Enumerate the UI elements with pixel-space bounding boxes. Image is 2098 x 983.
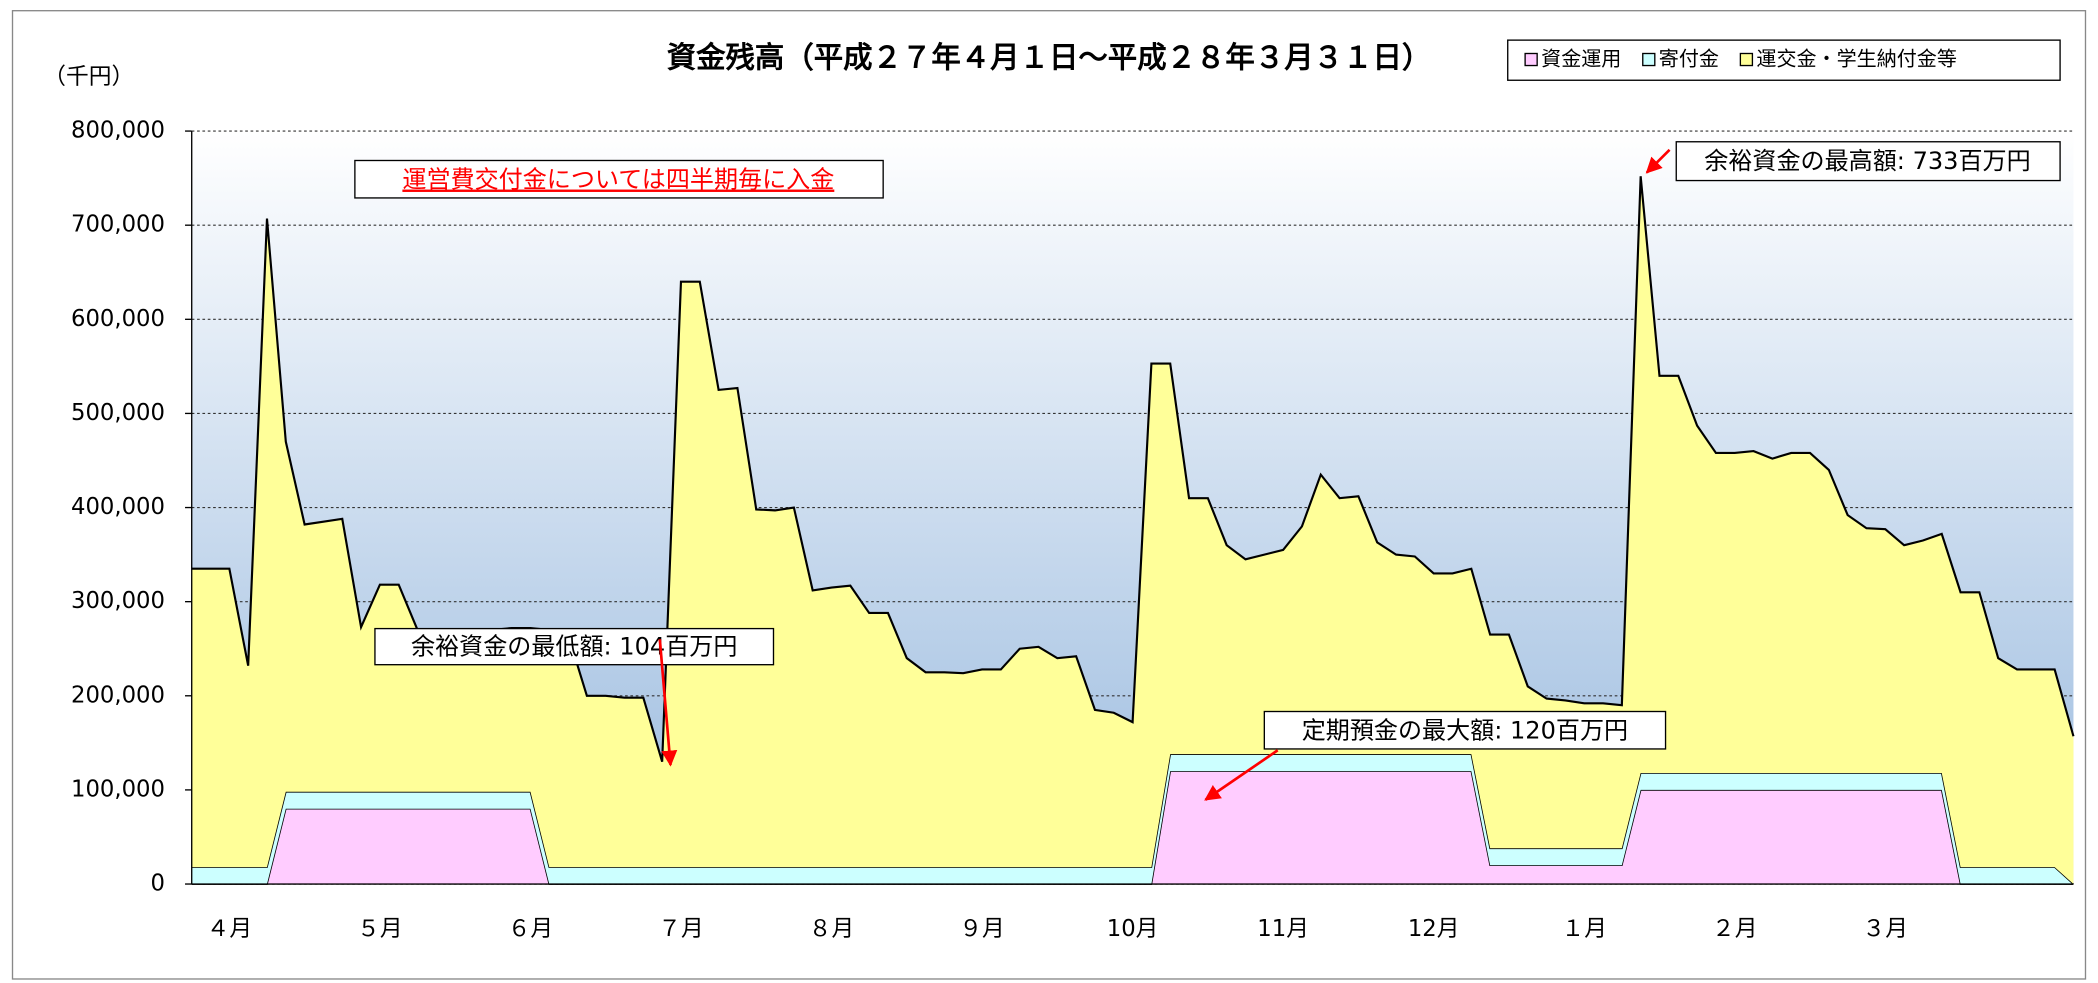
x-tick-label: ７月 [658,916,703,942]
annotation-box [1263,710,1667,750]
y-tick-label: 700,000 [71,212,165,238]
legend-label: 運交金・学生納付金等 [1756,47,1956,71]
y-tick-label: 300,000 [71,588,165,614]
annotation: 定期預金の最大額: 120百万円 [1302,717,1628,745]
annotation: 運営費交付金については四半期毎に入金 [402,166,834,194]
annotations: 運営費交付金については四半期毎に入金 余裕資金の最低額: 104百万円 余裕資金… [354,141,2061,801]
y-tick-label: 200,000 [71,682,165,708]
legend: 資金運用 寄付金 運交金・学生納付金等 [1507,39,2061,81]
x-tick-label: ６月 [508,916,553,942]
annotation-box [374,627,775,666]
y-tick-label: 100,000 [71,776,165,802]
legend-swatch [1642,52,1656,67]
x-tick-label: 11月 [1257,916,1309,942]
annotation-box [354,159,884,199]
legend-swatch [1524,52,1538,67]
annotation-arrow [1204,749,1279,801]
y-tick-label: 0 [150,871,164,897]
legend-label: 資金運用 [1541,47,1621,71]
annotation-arrow [1645,148,1671,174]
area [191,176,2074,885]
y-tick-label: 600,000 [71,306,165,332]
x-tick-label: ９月 [959,916,1004,942]
legend-swatch [1739,52,1754,67]
x-tick-label: ４月 [207,916,252,942]
x-tick-label: 10月 [1107,916,1159,942]
x-tick-label: ５月 [357,916,402,942]
annotation: 余裕資金の最低額: 104百万円 [411,632,737,660]
x-tick-label: 12月 [1408,916,1460,942]
area [191,771,2074,885]
y-tick-label: 800,000 [71,118,165,144]
annotation-arrow [658,639,678,767]
chart-title: 資金残高（平成２７年４月１日～平成２８年３月３１日） [667,40,1432,74]
tick-labels: 0 100,000 200,000 300,000 400,000 500,000 600,… [71,118,1908,942]
x-tick-label: ２月 [1712,916,1757,942]
x-tick-label: ３月 [1863,916,1908,942]
y-tick-label: 400,000 [71,494,165,520]
y-axis-label: （千円） [43,64,134,90]
x-tick-label: ８月 [809,916,854,942]
y-tick-label: 500,000 [71,400,165,426]
annotation-box [1675,141,2061,182]
x-tick-label: １月 [1561,916,1606,942]
annotation: 余裕資金の最高額: 733百万円 [1704,147,2030,175]
frame [11,10,2087,980]
legend-box [1507,39,2061,81]
area [191,754,2074,885]
legend-label: 寄付金 [1659,47,1719,71]
